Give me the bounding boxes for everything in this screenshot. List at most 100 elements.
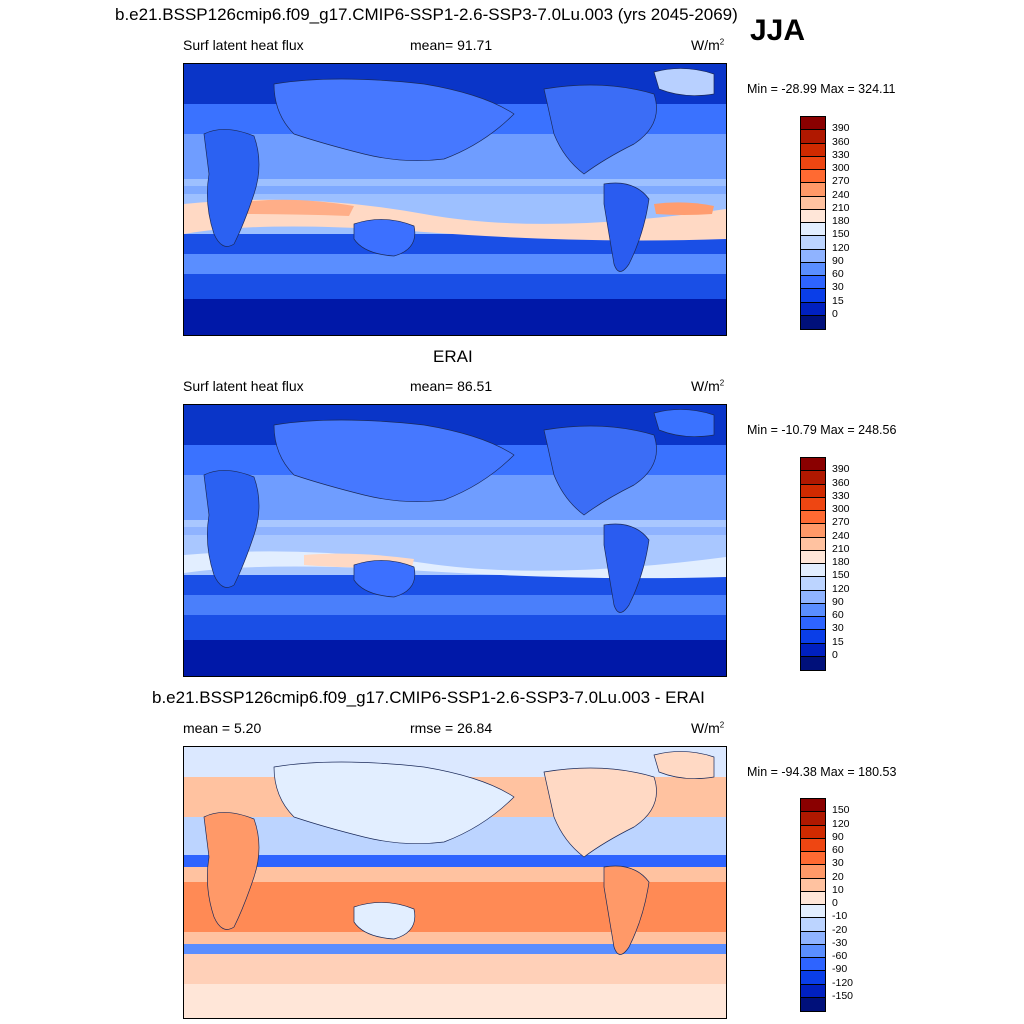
colorbar-swatch (801, 471, 825, 485)
colorbar-tick-label: 330 (832, 489, 850, 502)
colorbar-swatches (801, 458, 825, 670)
panel-mean-label: mean= 91.71 (410, 37, 493, 53)
panel-units-label: W/m2 (691, 37, 725, 53)
panel-variable-label: Surf latent heat flux (183, 378, 304, 394)
colorbar-swatch (801, 656, 825, 670)
colorbar-tick-label: 240 (832, 188, 850, 201)
colorbar-swatch (801, 511, 825, 525)
colorbar-tick-label: 390 (832, 122, 850, 135)
figure-title: b.e21.BSSP126cmip6.f09_g17.CMIP6-SSP1-2.… (115, 5, 738, 24)
colorbar-tick-label: 30 (832, 281, 844, 294)
colorbar-swatch (801, 130, 825, 144)
colorbar-swatch (801, 223, 825, 237)
colorbar-tick-label: 30 (832, 857, 844, 870)
colorbar-swatch (801, 236, 825, 250)
colorbar-swatch (801, 825, 825, 839)
panel-variable-label: Surf latent heat flux (183, 37, 304, 53)
colorbar-tick-label: -30 (832, 936, 848, 949)
colorbar-tick-label: 0 (832, 307, 838, 320)
colorbar-swatch (801, 289, 825, 303)
panel-units-label: W/m2 (691, 378, 725, 394)
colorbar-swatch (801, 564, 825, 578)
season-label: JJA (750, 14, 806, 47)
map-model-latent-heat (183, 63, 727, 336)
colorbar-tick-label: 10 (832, 883, 844, 896)
colorbar-swatch (801, 891, 825, 905)
map-difference-latent-heat (183, 746, 727, 1019)
colorbar-swatch (801, 196, 825, 210)
colorbar-swatch (801, 276, 825, 290)
panel-rmse-label: rmse = 26.84 (410, 720, 493, 736)
colorbar-tick-label: 120 (832, 582, 850, 595)
colorbar-swatch (801, 315, 825, 329)
colorbar-swatch (801, 183, 825, 197)
colorbar-tick-label: 390 (832, 463, 850, 476)
colorbar-swatch (801, 537, 825, 551)
colorbar-swatch (801, 812, 825, 826)
colorbar-swatch (801, 643, 825, 657)
colorbar-tick-label: 30 (832, 622, 844, 635)
colorbar-tick-label: 15 (832, 635, 844, 648)
colorbar-difference (800, 798, 826, 1012)
colorbar-tick-label: 60 (832, 268, 844, 280)
colorbar-swatch (801, 170, 825, 184)
colorbar-swatch (801, 590, 825, 604)
colorbar-swatch (801, 944, 825, 958)
colorbar-tick-label: 300 (832, 503, 850, 515)
colorbar-swatches (801, 117, 825, 329)
panel-mean-label: mean = 5.20 (183, 720, 262, 736)
colorbar-tick-label: -10 (832, 910, 848, 923)
colorbar-swatch (801, 984, 825, 998)
colorbar-swatch (801, 249, 825, 263)
colorbar-tick-label: 240 (832, 529, 850, 542)
colorbar-tick-label: 120 (832, 241, 850, 254)
colorbar-swatch (801, 156, 825, 170)
colorbar-swatch (801, 524, 825, 538)
colorbar-tick-label: 120 (832, 817, 850, 830)
colorbar-tick-label: 0 (832, 897, 838, 909)
colorbar-swatch (801, 143, 825, 157)
colorbar-tick-label: -60 (832, 950, 848, 962)
colorbar-swatches (801, 799, 825, 1011)
colorbar-swatch (801, 497, 825, 511)
colorbar-erai (800, 457, 826, 671)
colorbar-tick-label: 150 (832, 228, 850, 241)
colorbar-tick-label: 270 (832, 516, 850, 529)
colorbar-tick-label: 180 (832, 215, 850, 227)
colorbar-swatch (801, 878, 825, 892)
panel-units-label: W/m2 (691, 720, 725, 736)
colorbar-tick-label: 15 (832, 294, 844, 307)
colorbar-swatch (801, 630, 825, 644)
colorbar-tick-label: 0 (832, 648, 838, 661)
colorbar-swatch (801, 262, 825, 276)
colorbar-swatch (801, 603, 825, 617)
colorbar-tick-label: 150 (832, 804, 850, 817)
colorbar-swatch (801, 117, 825, 131)
colorbar-tick-label: 360 (832, 476, 850, 489)
colorbar-swatch (801, 577, 825, 591)
panel-minmax-label: Min = -10.79 Max = 248.56 (747, 423, 897, 437)
panel-heading: ERAI (433, 347, 473, 366)
colorbar-tick-label: 180 (832, 556, 850, 568)
colorbar-tick-label: -150 (832, 989, 854, 1002)
colorbar-tick-label: 60 (832, 844, 844, 856)
panel-minmax-label: Min = -94.38 Max = 180.53 (747, 765, 897, 779)
colorbar-swatch (801, 997, 825, 1011)
panel-minmax-label: Min = -28.99 Max = 324.11 (747, 82, 896, 96)
colorbar-swatch (801, 458, 825, 472)
colorbar-swatch (801, 550, 825, 564)
colorbar-tick-label: 210 (832, 542, 850, 555)
colorbar-tick-label: 210 (832, 201, 850, 214)
colorbar-swatch (801, 484, 825, 498)
colorbar-swatch (801, 617, 825, 631)
colorbar-tick-label: 300 (832, 162, 850, 174)
colorbar-swatch (801, 852, 825, 866)
colorbar-tick-label: 150 (832, 569, 850, 582)
panel-heading: b.e21.BSSP126cmip6.f09_g17.CMIP6-SSP1-2.… (152, 688, 705, 707)
colorbar-tick-label: 20 (832, 870, 844, 883)
colorbar-tick-label: 90 (832, 595, 844, 608)
colorbar-swatch (801, 958, 825, 972)
colorbar-tick-label: -90 (832, 963, 848, 976)
colorbar-swatch (801, 865, 825, 879)
colorbar-tick-label: 270 (832, 175, 850, 188)
